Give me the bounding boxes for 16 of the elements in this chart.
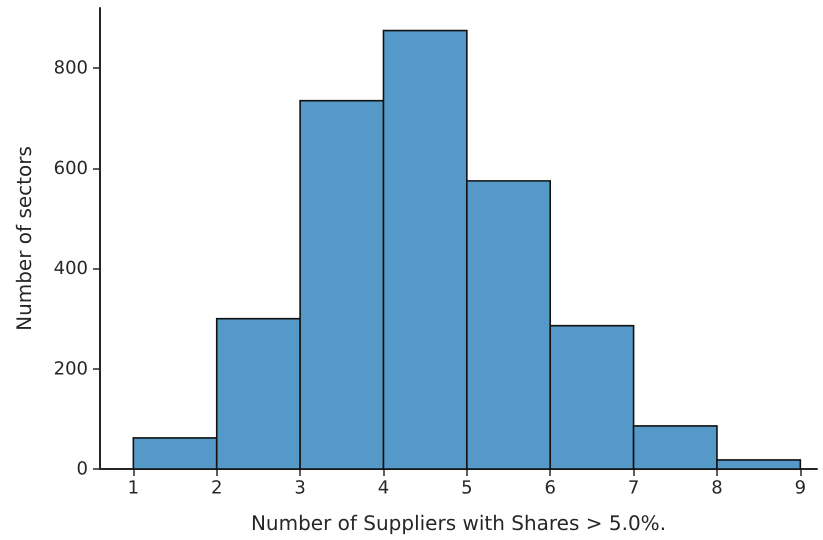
y-tick-label: 800 [54, 58, 88, 79]
x-tick-label: 1 [128, 478, 140, 498]
x-tick-label: 8 [711, 478, 723, 498]
y-tick-label: 400 [54, 258, 88, 280]
x-tick-label: 2 [210, 478, 222, 498]
x-tick-label: 4 [378, 478, 390, 498]
x-tick-label: 3 [294, 478, 306, 498]
x-tick-label: 7 [628, 478, 640, 498]
y-axis-title: Number of sectors [12, 146, 36, 331]
y-tick-label: 0 [76, 458, 88, 480]
x-tick-label: 6 [544, 478, 556, 498]
y-tick-label: 200 [54, 358, 88, 380]
x-axis-title: Number of Suppliers with Shares > 5.0%. [250, 511, 666, 535]
y-tick-label: 600 [54, 158, 88, 179]
x-tick-label: 5 [461, 478, 473, 498]
x-tick-label: 9 [794, 478, 806, 498]
